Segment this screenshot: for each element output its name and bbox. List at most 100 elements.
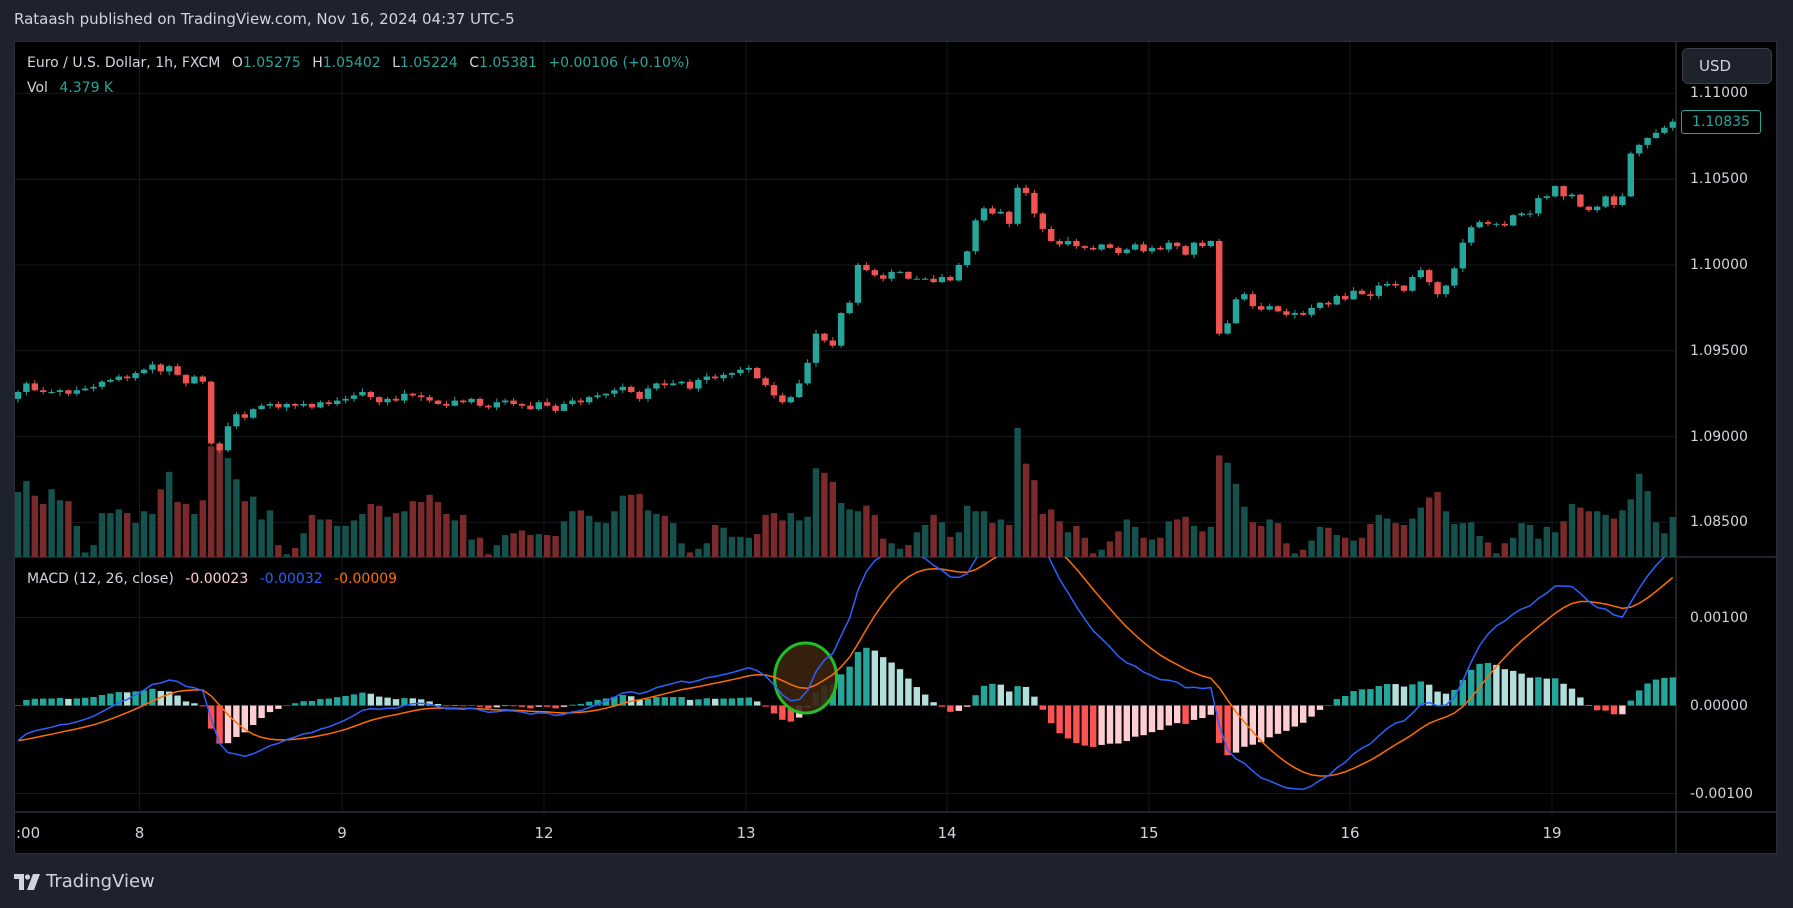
volume-bar (1602, 514, 1609, 557)
candle-body (1081, 246, 1088, 248)
macd-hist-bar (1031, 696, 1038, 706)
macd-hist-bar (754, 701, 761, 706)
volume-bar (166, 471, 173, 557)
candle-body (678, 381, 685, 384)
volume-bar (678, 543, 685, 557)
candle-body (266, 403, 274, 406)
macd-hist-bar (1308, 705, 1315, 717)
candle-body (1644, 138, 1651, 145)
candle-body (90, 386, 97, 389)
volume-bar (300, 533, 307, 557)
volume-bar (1367, 524, 1374, 557)
macd-hist-bar (443, 705, 450, 707)
candle-body (132, 373, 139, 379)
macd-hist-bar (1409, 684, 1416, 706)
candle-body (964, 251, 971, 265)
candle-body (1291, 313, 1298, 315)
macd-hist-bar (224, 705, 232, 744)
volume-bar (1132, 526, 1139, 557)
macd-hist-bar (938, 705, 946, 707)
volume-bar (266, 510, 274, 557)
volume-bar (1048, 509, 1055, 557)
chart-area[interactable] (14, 41, 1777, 854)
macd-hist-value: -0.00023 (185, 571, 249, 587)
volume-bar (1442, 511, 1450, 557)
candle-body (1325, 302, 1332, 305)
candle-body (107, 379, 114, 382)
volume-bar (1426, 497, 1433, 557)
macd-hist-bar (552, 705, 559, 709)
candle-body (124, 376, 131, 379)
macd-hist-bar (1518, 673, 1525, 706)
candle-body (392, 398, 400, 401)
macd-hist-bar (678, 697, 685, 706)
open-label: O (231, 55, 243, 71)
volume-bar (1644, 491, 1651, 557)
candle-body (1442, 285, 1450, 295)
candle-body (149, 364, 156, 370)
volume-label[interactable]: Vol (27, 80, 48, 96)
volume-bar (854, 511, 862, 557)
macd-hist-bar (1426, 684, 1433, 706)
volume-bar (1669, 516, 1676, 557)
macd-hist-bar (1510, 670, 1517, 706)
candle-body (670, 383, 677, 386)
volume-bar (451, 520, 458, 557)
macd-hist-bar (527, 705, 534, 709)
macd-hist-bar (258, 705, 265, 719)
macd-hist-bar (1434, 691, 1441, 706)
candle-body (569, 400, 576, 404)
macd-hist-bar (384, 697, 391, 706)
candle-body (275, 403, 282, 408)
candle-body (535, 402, 542, 410)
volume-bar (636, 493, 643, 557)
candle-body (913, 278, 920, 280)
candle-body (762, 378, 769, 386)
macd-hist-bar (199, 705, 206, 707)
volume-bar (1098, 549, 1105, 557)
macd-hist-bar (476, 705, 484, 707)
volume-bar (997, 519, 1004, 557)
candle-body (518, 403, 526, 406)
candle-body (1451, 268, 1458, 286)
macd-hist-bar (712, 698, 719, 706)
candle-body (1384, 283, 1391, 286)
candle-body (1535, 198, 1542, 214)
macd-hist-bar (838, 674, 845, 706)
macd-hist-bar (1056, 705, 1063, 734)
volume-bar (1316, 526, 1324, 557)
candle-body (460, 400, 467, 403)
candle-body (796, 383, 803, 398)
candle-body (1216, 240, 1223, 334)
macd-hist-bar (1182, 705, 1189, 724)
macd-hist-bar (779, 705, 786, 720)
candle-body (434, 400, 442, 404)
candle-body (1409, 277, 1416, 291)
candle-body (1039, 213, 1046, 229)
candle-body (896, 271, 904, 273)
volume-bar (392, 513, 400, 557)
price-tick: 1.10500 (1690, 171, 1748, 188)
macd-label[interactable]: MACD (12, 26, close) (27, 571, 174, 587)
volume-bar (1140, 537, 1147, 557)
tradingview-logo[interactable]: TradingView (14, 871, 155, 892)
candle-body (40, 390, 47, 392)
volume-bar (401, 511, 408, 557)
volume-bar (821, 472, 828, 557)
macd-hist-bar (644, 698, 652, 706)
publish-info: Rataash published on TradingView.com, No… (14, 10, 515, 28)
volume-bar (1157, 537, 1164, 557)
volume-bar (1661, 533, 1668, 557)
macd-hist-bar (880, 657, 887, 706)
currency-button[interactable]: USD (1682, 48, 1772, 84)
macd-hist-bar (737, 697, 744, 706)
macd-hist-bar (1484, 662, 1492, 706)
candle-body (1568, 194, 1576, 197)
time-tick: 13 (736, 824, 756, 842)
macd-hist-bar (31, 698, 38, 706)
macd-hist-bar (586, 701, 593, 706)
volume-bar (216, 446, 223, 557)
symbol-name[interactable]: Euro / U.S. Dollar, 1h, FXCM (27, 55, 221, 71)
candle-body (157, 364, 164, 372)
